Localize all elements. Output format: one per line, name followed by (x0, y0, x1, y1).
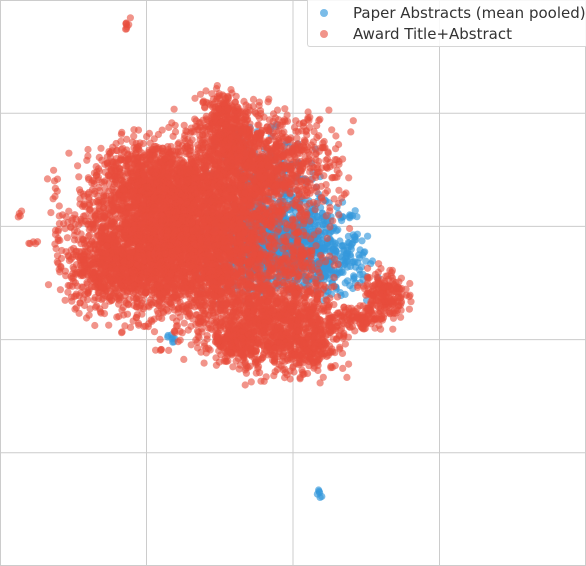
point-s1-c1 (165, 346, 173, 354)
point-s0-c2 (364, 232, 372, 240)
point-s0-c2 (320, 245, 328, 253)
point-s1-c0 (65, 207, 73, 215)
point-s1-c0 (85, 311, 93, 319)
point-s1-c0 (89, 198, 97, 206)
point-s1-c0 (91, 321, 99, 330)
point-s1-c0 (62, 213, 70, 221)
point-s1-c1 (118, 329, 126, 337)
point-s1-c0 (55, 220, 64, 228)
point-s1-c0 (61, 225, 69, 233)
point-s1-c0 (51, 184, 60, 192)
point-s0-c2 (358, 237, 366, 245)
point-s0-c0 (344, 232, 352, 240)
point-s1-c0 (73, 228, 81, 236)
point-s1-c0 (123, 310, 132, 318)
point-s1-c1 (156, 335, 164, 343)
point-s1-c0 (105, 321, 113, 329)
point-s1-c0 (74, 162, 82, 170)
point-s0-c2 (350, 273, 358, 281)
point-s1-c0 (176, 313, 184, 321)
point-s1-c0 (87, 212, 95, 221)
point-s1-c1 (169, 314, 177, 322)
series-1 (14, 14, 415, 389)
point-s1-c1 (180, 355, 188, 363)
point-s1-c0 (47, 209, 55, 217)
point-s1-c0 (44, 281, 53, 289)
point-s1-c0 (65, 149, 73, 157)
point-s0-c7 (313, 490, 321, 498)
point-s0-c5 (347, 212, 355, 220)
point-s0-c2 (358, 263, 366, 271)
point-s0-c0 (313, 218, 321, 227)
point-s1-c0 (50, 177, 59, 185)
point-s1-c0 (55, 202, 63, 210)
point-s0-c2 (361, 248, 369, 256)
point-s1-c1 (150, 328, 159, 336)
point-s0-c2 (344, 243, 352, 251)
point-s1-c0 (51, 192, 59, 200)
point-s0-c2 (355, 251, 363, 259)
point-s1-c0 (56, 286, 64, 294)
point-s1-c0 (138, 310, 146, 318)
point-s0-c2 (346, 282, 354, 290)
point-s1-c1 (145, 320, 153, 328)
point-s0-c5 (353, 213, 361, 221)
point-s0-c2 (340, 261, 348, 269)
point-s1-c0 (118, 306, 126, 314)
scatter-points (14, 14, 415, 501)
point-s1-c0 (51, 240, 59, 248)
point-s0-c2 (342, 250, 350, 258)
point-s1-c0 (50, 166, 58, 174)
point-s1-c0 (80, 212, 88, 220)
point-s1-c1 (159, 303, 167, 311)
point-s1-c0 (63, 234, 71, 242)
point-s1-c0 (180, 319, 188, 327)
point-s1-c0 (121, 322, 129, 330)
point-s1-c0 (126, 323, 135, 331)
point-s1-c1 (187, 322, 195, 330)
point-s1-c0 (75, 173, 83, 181)
point-s1-c0 (61, 296, 69, 304)
point-s1-c0 (43, 175, 52, 183)
